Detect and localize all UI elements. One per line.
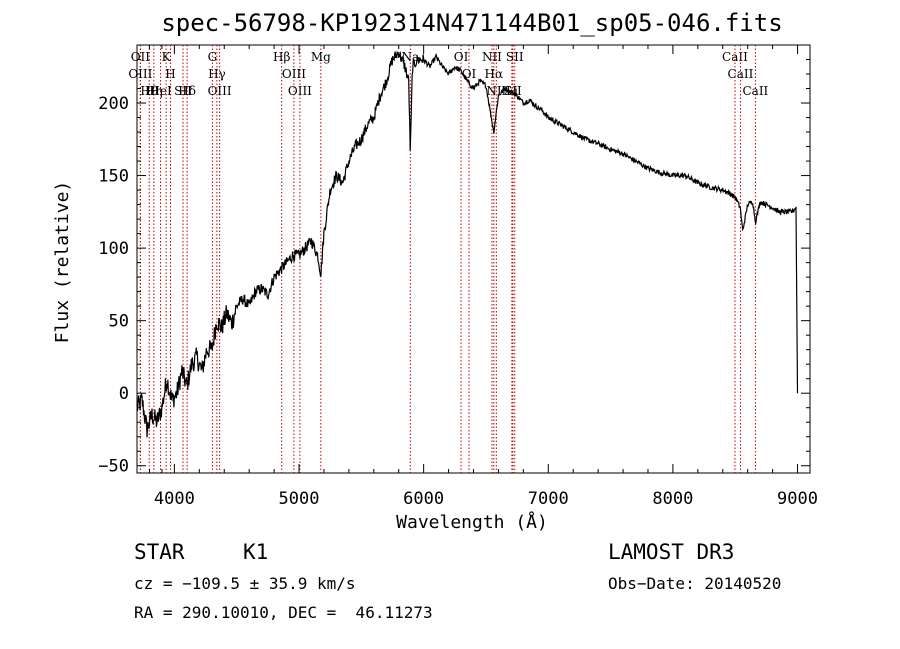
line-marker-label: CaII [742,84,768,98]
line-marker-label: OIII [282,67,306,81]
line-marker-label: Mg [311,50,331,64]
y-axis-label: Flux (relative) [52,181,73,344]
spectral-line-markers: OIIOIIIHθHηHeIKHSIIHδGHγOIIIHβOIIIOIIIMg… [128,45,769,473]
y-tick-label: 200 [98,94,129,114]
line-marker-label: OIII [208,84,232,98]
y-tick-label: 100 [98,239,129,259]
line-marker-label: Hα [485,67,504,81]
x-tick-label: 5000 [279,489,320,509]
y-tick-label: 150 [98,167,129,187]
line-marker-label: Hδ [178,84,196,98]
line-marker-label: NII [486,84,506,98]
line-marker-label: NII [482,50,502,64]
line-marker-label: CaII [728,67,754,81]
line-marker-label: Hη [145,84,163,98]
x-tick-label: 8000 [652,489,693,509]
line-marker-label: H [165,67,175,81]
chart-title: spec-56798-KP192314N471144B01_sp05-046.f… [161,9,782,37]
y-tick-label: −50 [98,457,129,477]
flux-series-line [136,50,799,438]
survey-name: LAMOST DR3 [608,540,735,564]
object-class: STAR [134,540,185,564]
velocity-readout: cz = −109.5 ± 35.9 km/s [134,574,356,593]
x-tick-label: 7000 [528,489,569,509]
axis-ticks: 4000 5000 6000 7000 8000 9000 −50 0 50 100 150 200 [98,45,818,509]
x-tick-label: 9000 [777,489,818,509]
line-marker-label: Na [401,50,419,64]
plot-frame [136,44,811,474]
line-marker-label: OI [462,67,477,81]
y-tick-label: 50 [109,312,129,332]
line-marker-label: SII [174,84,192,98]
line-marker-label: K [162,50,172,64]
x-axis-label: Wavelength (Å) [396,511,548,533]
line-marker-label: SII [506,50,524,64]
line-marker-label: G [208,50,218,64]
line-marker-label: HeI [149,84,172,98]
x-tick-label: 6000 [403,489,444,509]
line-marker-label: OIII [288,84,312,98]
line-marker-label: Hβ [273,50,290,64]
line-marker-label: Hγ [208,67,226,81]
line-marker-label: OI [454,50,469,64]
y-tick-label: 0 [119,384,129,404]
coordinates-readout: RA = 290.10010, DEC = 46.11273 [134,603,433,622]
object-subclass: K1 [243,540,269,564]
observation-date: Obs−Date: 20140520 [608,574,782,593]
line-marker-label: CaII [722,50,748,64]
x-tick-label: 4000 [154,489,195,509]
